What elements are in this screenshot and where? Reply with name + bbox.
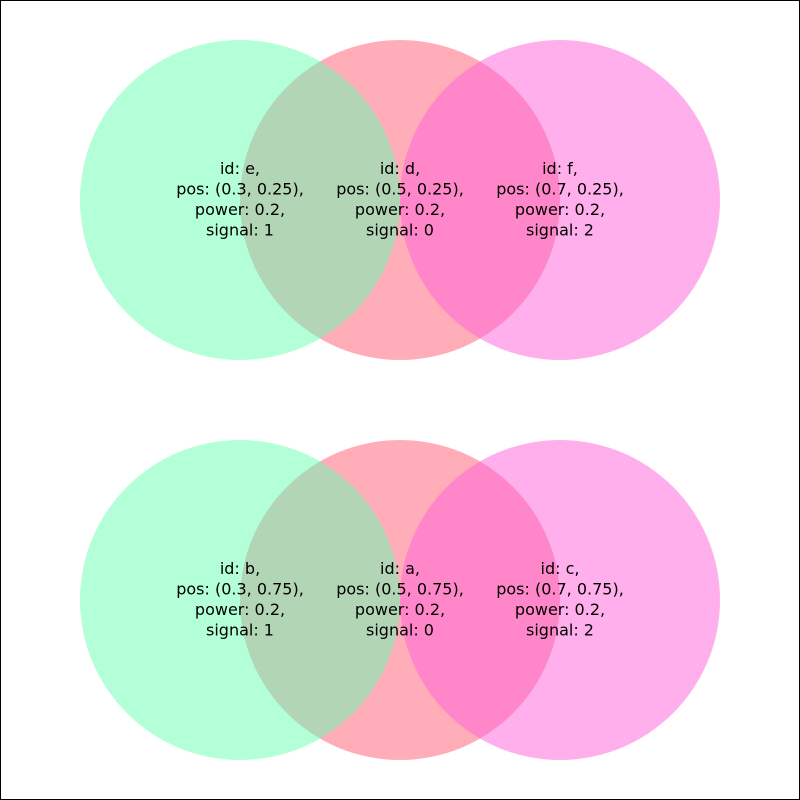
node-label: id: a, — [380, 559, 420, 578]
node-label: pos: (0.5, 0.75), — [336, 579, 464, 598]
node-label: id: b, — [220, 559, 260, 578]
node-label: power: 0.2, — [515, 200, 605, 219]
node-circle — [80, 440, 400, 760]
node-label: power: 0.2, — [195, 600, 285, 619]
node-label: power: 0.2, — [355, 200, 445, 219]
node-label: pos: (0.3, 0.75), — [176, 579, 304, 598]
labels: id: a,pos: (0.5, 0.75),power: 0.2,signal… — [176, 159, 624, 640]
node-label: signal: 1 — [206, 620, 274, 639]
node-label: id: f, — [542, 159, 578, 178]
node-circle — [400, 40, 720, 360]
node-label: signal: 0 — [366, 220, 434, 239]
node-label: pos: (0.7, 0.75), — [496, 579, 624, 598]
node-label: pos: (0.7, 0.25), — [496, 179, 624, 198]
circles — [80, 40, 720, 760]
node-label: signal: 2 — [526, 220, 594, 239]
node-label: pos: (0.3, 0.25), — [176, 179, 304, 198]
node-label: id: e, — [220, 159, 260, 178]
node-circle — [80, 40, 400, 360]
node-label: power: 0.2, — [515, 600, 605, 619]
node-label: power: 0.2, — [355, 600, 445, 619]
node-label: id: d, — [380, 159, 420, 178]
node-label: pos: (0.5, 0.25), — [336, 179, 464, 198]
node-label: signal: 1 — [206, 220, 274, 239]
node-label: id: c, — [541, 559, 580, 578]
node-label: signal: 2 — [526, 620, 594, 639]
node-label: signal: 0 — [366, 620, 434, 639]
node-label: power: 0.2, — [195, 200, 285, 219]
node-circle — [400, 440, 720, 760]
